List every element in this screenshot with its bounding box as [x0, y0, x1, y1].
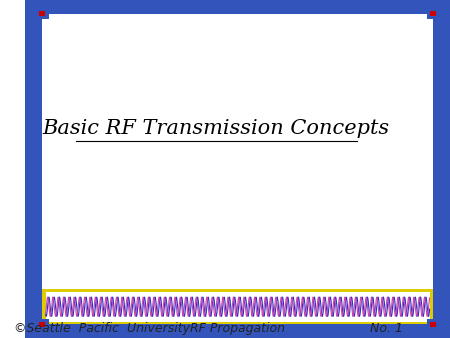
Text: RF Propagation: RF Propagation: [190, 322, 285, 335]
Bar: [25, 319, 49, 338]
Text: Basic RF Transmission Concepts: Basic RF Transmission Concepts: [43, 119, 390, 138]
Text: ©Seattle  Pacific  University: ©Seattle Pacific University: [14, 322, 190, 335]
Bar: [430, 11, 436, 16]
Bar: [42, 289, 433, 324]
Bar: [430, 322, 436, 327]
Bar: [25, 0, 49, 19]
Bar: [427, 319, 450, 338]
Bar: [40, 322, 45, 327]
Bar: [427, 0, 450, 19]
Bar: [40, 11, 45, 16]
Bar: [45, 292, 430, 322]
Text: No. 1: No. 1: [370, 322, 403, 335]
